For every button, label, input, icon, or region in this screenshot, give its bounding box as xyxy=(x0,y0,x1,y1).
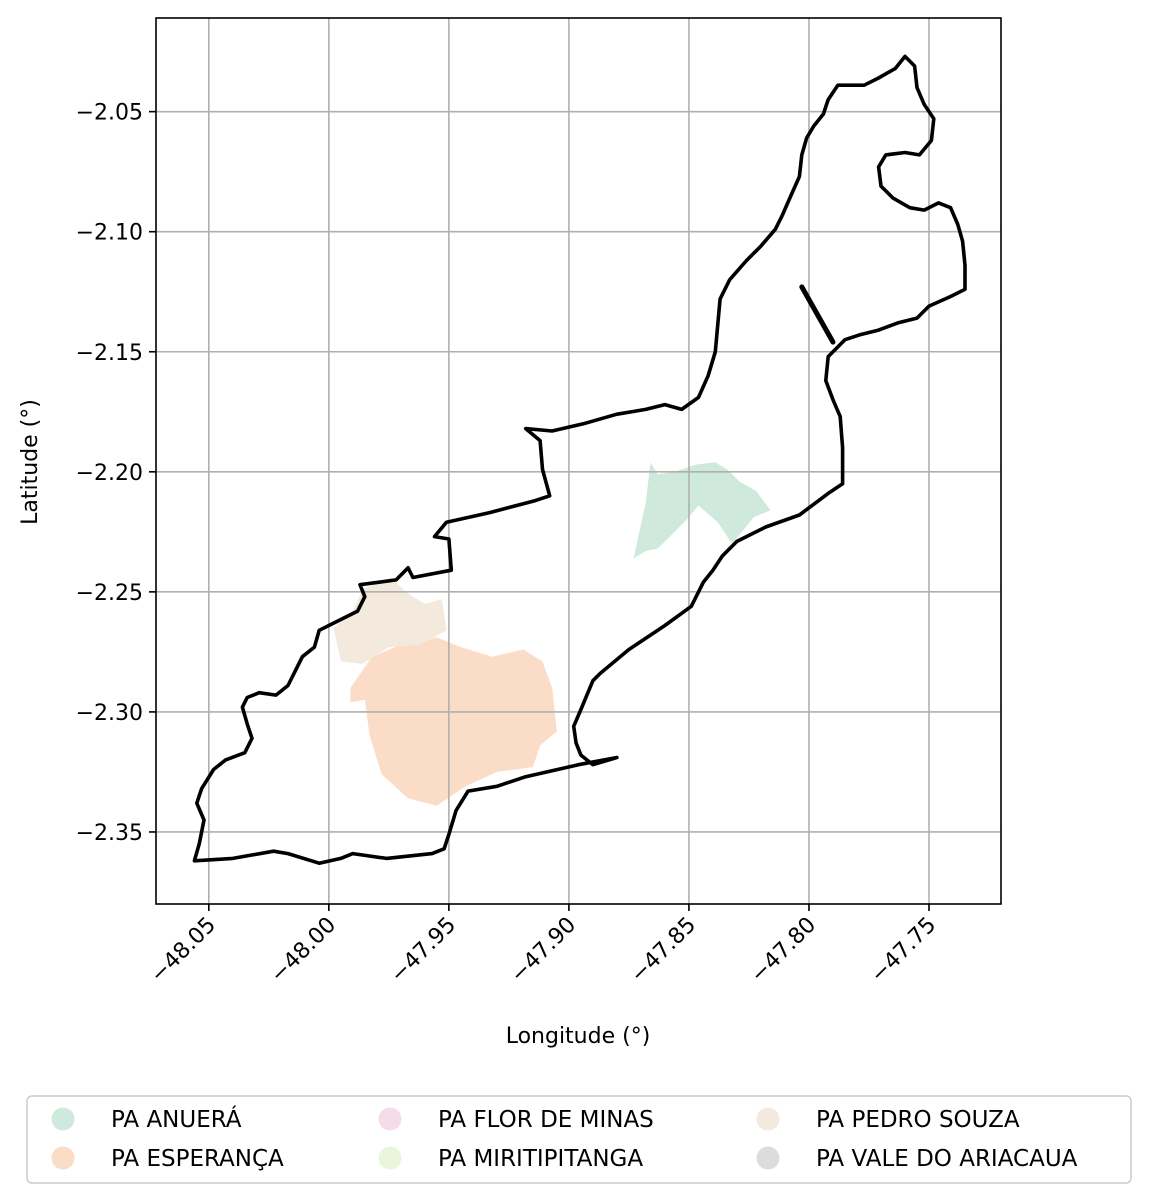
legend-marker xyxy=(378,1107,402,1131)
y-tick-label: −2.25 xyxy=(76,581,143,606)
legend-label: PA ESPERANÇA xyxy=(111,1146,284,1172)
municipality-boundary xyxy=(192,54,967,866)
municipality-boundary-layer xyxy=(192,54,967,866)
x-tick-label: −47.90 xyxy=(506,913,581,988)
legend-item: PA VALE DO ARIACAUA xyxy=(756,1146,1078,1172)
legend-label: PA VALE DO ARIACAUA xyxy=(816,1146,1078,1172)
y-tick-label: −2.15 xyxy=(76,341,143,366)
y-tick-label: −2.30 xyxy=(76,701,143,726)
legend-label: PA MIRITIPITANGA xyxy=(438,1146,643,1172)
area-pa-anuer- xyxy=(633,462,771,559)
legend-label: PA PEDRO SOUZA xyxy=(816,1107,1020,1133)
legend-marker xyxy=(756,1146,780,1170)
legend-label: PA ANUERÁ xyxy=(111,1105,242,1133)
x-tick-label: −47.85 xyxy=(626,913,701,988)
legend-frame xyxy=(26,1095,1132,1184)
legend-marker xyxy=(378,1146,402,1170)
x-tick-label: −47.95 xyxy=(386,913,461,988)
y-tick-label: −2.10 xyxy=(76,221,143,246)
x-tick-label: −48.00 xyxy=(266,913,341,988)
x-tick-label: −47.75 xyxy=(866,913,941,988)
x-tick-label: −47.80 xyxy=(746,913,821,988)
x-tick-label: −48.05 xyxy=(146,913,221,988)
legend-label: PA FLOR DE MINAS xyxy=(438,1107,654,1133)
axis-ticks: −48.05 −48.00 −47.95 −47.90 −47.85 −47.80 −47.… xyxy=(76,101,942,988)
legend-item: PA ESPERANÇA xyxy=(51,1146,284,1172)
settlement-areas xyxy=(333,462,771,806)
legend-marker xyxy=(756,1107,780,1131)
grid-lines xyxy=(156,18,1001,904)
legend-item: PA FLOR DE MINAS xyxy=(378,1107,654,1133)
y-tick-label: −2.35 xyxy=(76,821,143,846)
legend-marker xyxy=(51,1146,75,1170)
legend-item: PA MIRITIPITANGA xyxy=(378,1146,643,1172)
x-axis-label: Longitude (°) xyxy=(506,1024,651,1049)
y-axis-label: Latitude (°) xyxy=(18,399,43,525)
legend-marker xyxy=(51,1107,75,1131)
legend-item: PA PEDRO SOUZA xyxy=(756,1107,1020,1133)
legend: PA ANUERÁ PA ESPERANÇA PA FLOR DE MINAS PA … xyxy=(26,1095,1132,1184)
legend-item: PA ANUERÁ xyxy=(51,1105,242,1133)
area-pa-esperan-a xyxy=(350,637,557,806)
boundary-spur xyxy=(799,284,836,345)
y-tick-label: −2.05 xyxy=(76,101,143,126)
plot-frame xyxy=(155,17,1002,905)
y-tick-label: −2.20 xyxy=(76,461,143,486)
